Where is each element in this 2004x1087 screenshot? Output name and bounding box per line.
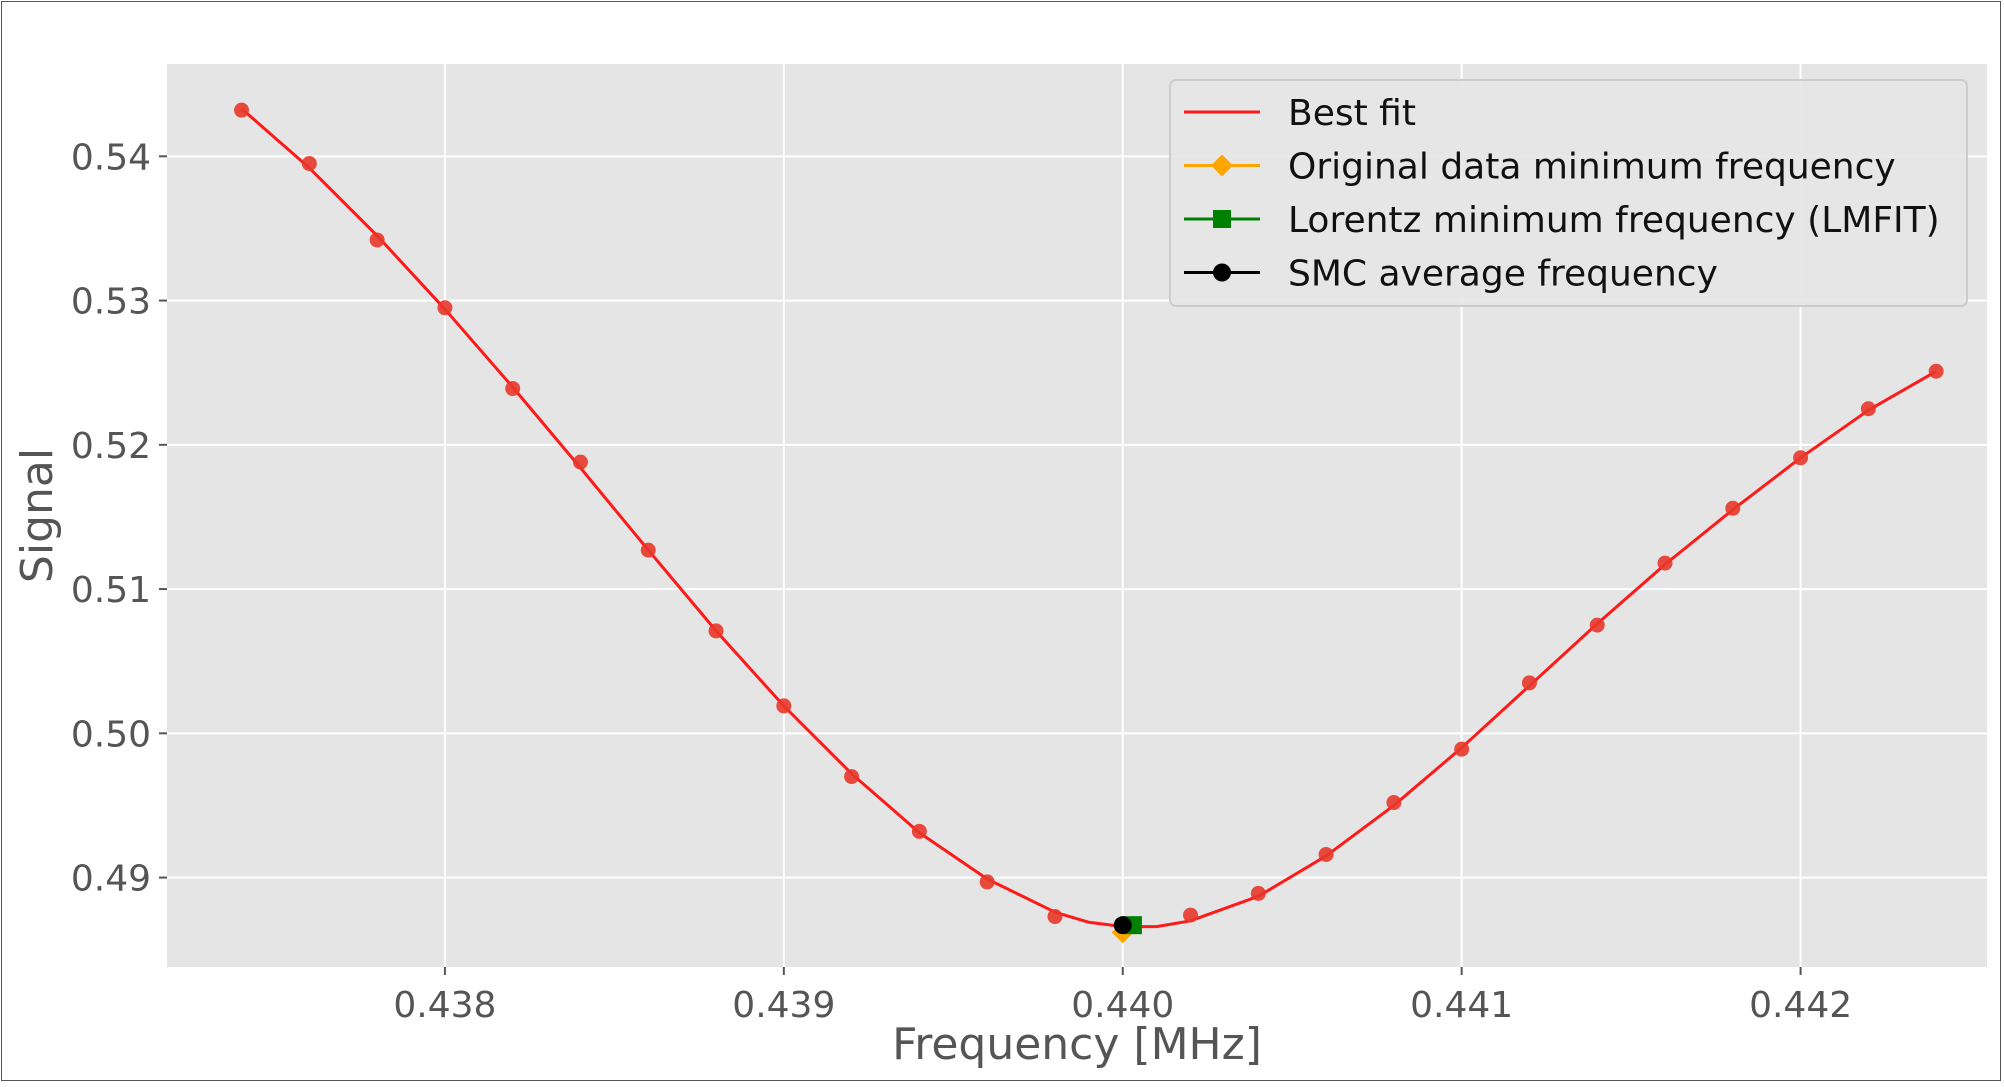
data-point xyxy=(1928,363,1944,379)
x-tick-label: 0.439 xyxy=(732,985,835,1026)
data-point xyxy=(505,381,521,397)
fit-line-layer xyxy=(240,107,1937,929)
best-fit-line xyxy=(240,107,1937,929)
data-point xyxy=(1183,907,1199,923)
smc-average-marker xyxy=(1113,916,1132,935)
data-point xyxy=(640,542,656,558)
data-point xyxy=(1521,675,1537,691)
data-point xyxy=(1386,795,1402,811)
x-tick-label: 0.440 xyxy=(1071,985,1174,1026)
data-point xyxy=(234,102,250,118)
data-point xyxy=(572,454,588,470)
legend-label: Original data minimum frequency xyxy=(1288,147,1896,188)
data-point xyxy=(369,232,385,248)
data-point xyxy=(1793,450,1809,466)
data-point xyxy=(776,698,792,714)
y-tick-label: 0.52 xyxy=(71,426,151,467)
data-point xyxy=(1454,741,1470,757)
y-tick-label: 0.53 xyxy=(71,282,151,323)
data-point xyxy=(1250,885,1266,901)
data-point xyxy=(911,823,927,839)
x-tick-label: 0.442 xyxy=(1749,985,1852,1026)
legend-label: Lorentz minimum frequency (LMFIT) xyxy=(1288,200,1940,241)
data-point xyxy=(1860,401,1876,417)
data-point xyxy=(1047,909,1063,925)
legend-marker-circle xyxy=(1213,263,1231,282)
minimum-markers-layer xyxy=(1111,916,1142,944)
legend-marker-diamond xyxy=(1211,154,1233,177)
data-point xyxy=(1657,555,1673,571)
legend: Best fit Original data minimum frequency L… xyxy=(1169,79,1968,307)
data-point xyxy=(979,874,995,890)
data-point xyxy=(844,769,860,785)
tick-labels: 0.438 0.439 0.440 0.441 0.442 0.49 0.50 0.51 0.5… xyxy=(71,137,1852,1026)
y-tick-label: 0.51 xyxy=(71,570,151,611)
data-point xyxy=(1589,617,1605,633)
data-point xyxy=(301,156,317,172)
x-tick-label: 0.438 xyxy=(393,985,496,1026)
y-tick-label: 0.54 xyxy=(71,137,151,178)
data-point xyxy=(437,300,453,316)
x-axis-label: Frequency [MHz] xyxy=(892,1019,1262,1070)
y-tick-label: 0.49 xyxy=(71,859,151,900)
data-point xyxy=(1318,846,1334,862)
legend-marker-square xyxy=(1213,210,1231,228)
data-point xyxy=(708,623,724,639)
y-axis-label: Signal xyxy=(12,448,63,583)
data-point xyxy=(1725,500,1741,516)
legend-label: SMC average frequency xyxy=(1288,254,1718,295)
legend-label: Best fit xyxy=(1288,93,1416,134)
y-tick-label: 0.50 xyxy=(71,714,151,755)
legend-box xyxy=(1169,79,1968,307)
x-tick-label: 0.441 xyxy=(1410,985,1513,1026)
